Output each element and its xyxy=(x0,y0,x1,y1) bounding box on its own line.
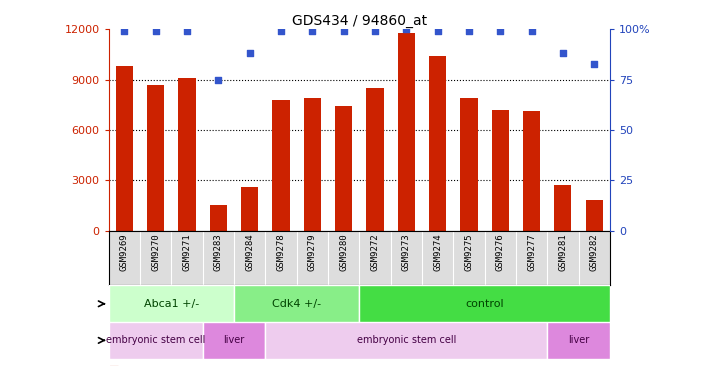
Bar xyxy=(265,322,547,359)
Point xyxy=(557,51,569,56)
Text: GSM9275: GSM9275 xyxy=(464,234,473,271)
Text: GSM9273: GSM9273 xyxy=(402,234,411,271)
Bar xyxy=(547,322,610,359)
Point xyxy=(212,77,224,83)
Bar xyxy=(203,322,265,359)
Bar xyxy=(491,110,509,231)
Bar xyxy=(585,201,603,231)
Text: control: control xyxy=(465,299,504,309)
Text: GSM9277: GSM9277 xyxy=(527,234,536,271)
Bar xyxy=(554,185,571,231)
Bar xyxy=(304,98,321,231)
Text: GSM9271: GSM9271 xyxy=(182,234,191,271)
Text: liver: liver xyxy=(568,335,589,346)
Point xyxy=(338,29,349,34)
Point xyxy=(275,29,287,34)
Text: Abca1 +/-: Abca1 +/- xyxy=(144,299,199,309)
Text: GSM9269: GSM9269 xyxy=(120,234,129,271)
Point xyxy=(118,29,130,34)
Bar xyxy=(147,85,164,231)
Point xyxy=(495,29,506,34)
Text: GSM9280: GSM9280 xyxy=(339,234,348,271)
Text: Cdk4 +/-: Cdk4 +/- xyxy=(272,299,321,309)
Text: GSM9276: GSM9276 xyxy=(496,234,505,271)
Title: GDS434 / 94860_at: GDS434 / 94860_at xyxy=(292,14,427,28)
Bar xyxy=(210,205,227,231)
Point xyxy=(401,26,412,32)
Text: liver: liver xyxy=(224,335,245,346)
Point xyxy=(463,29,475,34)
Point xyxy=(306,29,318,34)
Point xyxy=(589,60,600,67)
Text: GSM9281: GSM9281 xyxy=(559,234,567,271)
Text: GSM9274: GSM9274 xyxy=(433,234,442,271)
Bar xyxy=(178,78,196,231)
Point xyxy=(244,51,255,56)
Bar xyxy=(461,98,477,231)
Point xyxy=(369,29,381,34)
Point xyxy=(526,29,537,34)
Point xyxy=(150,29,161,34)
Text: embryonic stem cell: embryonic stem cell xyxy=(357,335,456,346)
Text: GSM9284: GSM9284 xyxy=(245,234,254,271)
Bar xyxy=(335,107,352,231)
Point xyxy=(432,29,443,34)
Text: GSM9272: GSM9272 xyxy=(370,234,379,271)
Bar xyxy=(397,33,415,231)
Bar xyxy=(241,187,258,231)
Bar xyxy=(109,322,203,359)
Text: GSM9279: GSM9279 xyxy=(308,234,317,271)
Bar xyxy=(429,56,447,231)
Bar xyxy=(272,100,290,231)
Bar xyxy=(234,285,360,322)
Bar xyxy=(367,88,383,231)
Text: embryonic stem cell: embryonic stem cell xyxy=(106,335,205,346)
Text: GSM9278: GSM9278 xyxy=(276,234,285,271)
Text: GSM9282: GSM9282 xyxy=(590,234,599,271)
Text: ■: ■ xyxy=(109,365,119,366)
Bar xyxy=(109,285,234,322)
Bar xyxy=(523,112,540,231)
Text: GSM9270: GSM9270 xyxy=(151,234,160,271)
Bar xyxy=(116,66,133,231)
Bar xyxy=(360,285,610,322)
Point xyxy=(182,29,193,34)
Text: GSM9283: GSM9283 xyxy=(214,234,223,271)
